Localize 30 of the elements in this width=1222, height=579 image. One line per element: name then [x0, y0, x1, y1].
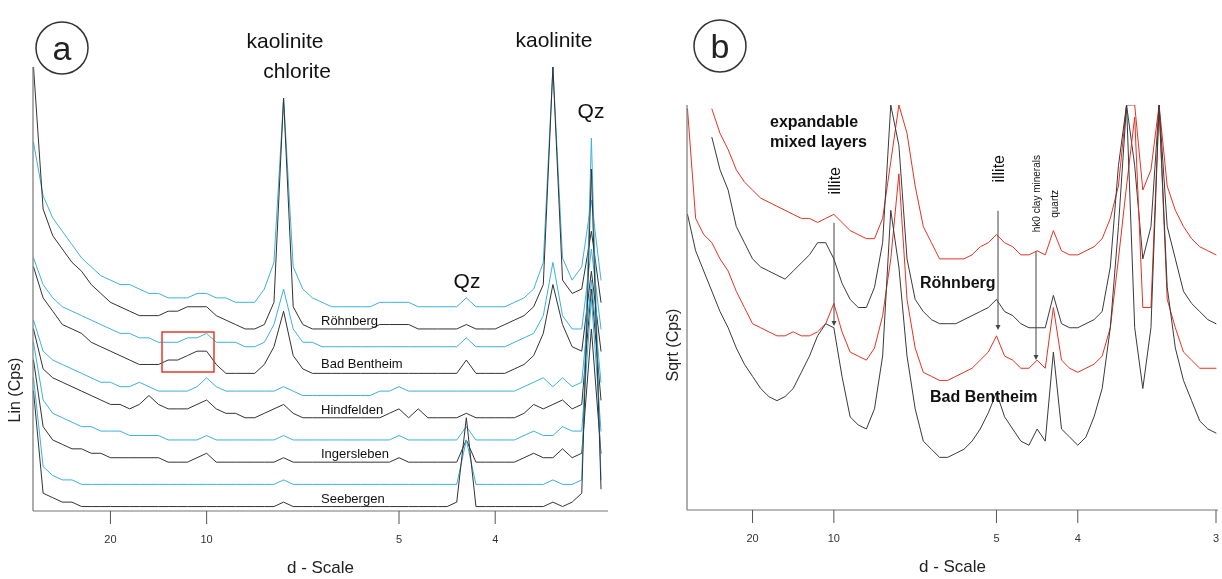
annotation: Qz: [453, 269, 481, 292]
annotation: Bad Bentheim: [321, 356, 403, 371]
chart-title: b: [710, 27, 730, 66]
annotation: illite: [989, 154, 1007, 183]
annotation: Hindfelden: [321, 402, 384, 417]
annotation: quartz: [1048, 190, 1060, 218]
annotation: Seebergen: [321, 491, 385, 506]
x-axis-title: d - Scale: [918, 557, 987, 576]
x-tick-label: 3: [1212, 532, 1220, 544]
annotation: illite: [825, 166, 843, 195]
x-axis-title: d - Scale: [286, 558, 355, 577]
x-tick-label: 4: [1074, 532, 1081, 544]
annotation: expandable mixed layers: [770, 113, 868, 150]
annotation: kaolinite chlorite: [246, 29, 331, 82]
annotation: Ingersleben: [321, 446, 389, 461]
annotation: Röhnberg: [321, 313, 379, 328]
x-tick-label: 5: [395, 533, 403, 545]
y-axis-title: Lin (Cps): [6, 357, 23, 423]
x-tick-label: 20: [104, 533, 117, 545]
annotation: Röhnberg: [920, 274, 996, 291]
x-tick-label: 5: [993, 532, 1000, 544]
x-tick-label: 20: [746, 532, 759, 544]
text: kaolinite: [515, 28, 593, 51]
annotation: hk0 clay minerals: [1030, 155, 1042, 233]
x-tick-label: 10: [827, 532, 840, 544]
x-tick-label: 4: [492, 533, 499, 545]
x-tick-label: 10: [200, 533, 213, 545]
y-axis-title: Sqrt (Cps): [664, 308, 681, 382]
chart-title: a: [52, 29, 72, 68]
annotation: Qz: [577, 99, 605, 122]
